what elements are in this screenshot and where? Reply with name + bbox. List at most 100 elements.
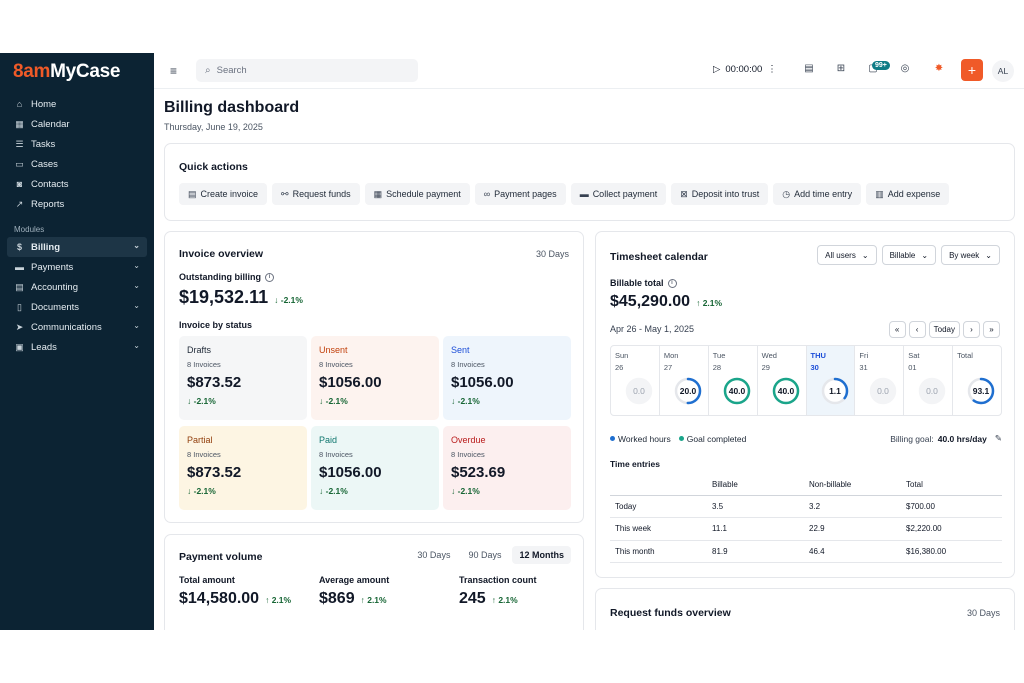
avatar[interactable]: AL [992,60,1014,82]
day-cell[interactable]: Total 93.1 [953,346,1001,415]
clipboard-icon[interactable]: ▤ [804,63,814,74]
today-button[interactable]: Today [928,321,960,338]
send-icon: ➤ [15,321,24,332]
more-vertical-icon[interactable]: ⋮ [767,64,777,75]
deposit-icon: ⊠ [680,188,688,199]
day-hours-value: 1.1 [829,386,841,396]
sidebar-item-leads[interactable]: ▣ Leads ⌄ [0,337,154,357]
first-page-icon[interactable]: « [888,321,906,338]
payment-pages-button[interactable]: ∞ Payment pages [474,183,566,205]
button-label: Deposit into trust [691,189,760,199]
add-button[interactable]: + [961,59,983,81]
day-cell[interactable]: Tue 28 40.0 [709,346,758,415]
status-tile-drafts[interactable]: Drafts 8 Invoices $873.52 ↓ -2.1% [179,336,307,420]
stat-transaction-count: Transaction count 245 ↑ 2.1% [459,575,599,608]
day-name: Tue [712,351,726,360]
tab-12-months[interactable]: 12 Months [512,546,571,564]
outstanding-delta-text: -2.1% [280,295,303,305]
chevron-down-icon[interactable]: ⌄ [133,341,140,350]
day-cell[interactable]: Sat 01 0.0 [904,346,954,415]
sidebar-item-label: Contacts [31,178,69,190]
apps-icon[interactable]: ⊞ [836,63,846,74]
status-tile-paid[interactable]: Paid 8 Invoices $1056.00 ↓ -2.1% [311,426,439,510]
day-cell[interactable]: Fri 31 0.0 [855,346,905,415]
arrow-down-icon: ↓ [319,396,326,406]
day-progress-ring: 1.1 [821,377,848,405]
sidebar-item-cases[interactable]: ▭ Cases [0,154,154,174]
create-invoice-button[interactable]: ▤ Create invoice [179,183,268,205]
timesheet-legend: Worked hours Goal completed Billing goal… [610,433,1002,444]
day-name: Sun [615,351,629,360]
tile-delta: ↓ -2.1% [451,396,563,406]
deposit-into-trust-button[interactable]: ⊠ Deposit into trust [671,183,769,205]
request-funds-button[interactable]: ⚯ Request funds [272,183,360,205]
sparkle-icon[interactable]: ✸ [934,63,944,74]
sidebar-item-tasks[interactable]: ☰ Tasks [0,134,154,154]
sidebar-item-communications[interactable]: ➤ Communications ⌄ [0,317,154,337]
chevron-down-icon[interactable]: ⌄ [133,301,140,310]
sidebar-item-label: Reports [31,198,65,210]
day-cell[interactable]: Mon 27 20.0 [660,346,709,415]
menu-icon[interactable]: ≡ [170,64,178,78]
day-date: 28 [712,363,722,372]
previous-icon[interactable]: ‹ [908,321,926,338]
play-icon[interactable]: ▷ [713,64,721,75]
logo-name: MyCase [50,61,121,82]
arrow-down-icon: ↓ [187,396,194,406]
chevron-down-icon[interactable]: ⌄ [133,261,140,270]
status-tile-sent[interactable]: Sent 8 Invoices $1056.00 ↓ -2.1% [443,336,571,420]
tab-30-days[interactable]: 30 Days [417,550,451,560]
add-time-entry-button[interactable]: ◷ Add time entry [773,183,862,205]
schedule-payment-button[interactable]: ▦ Schedule payment [364,183,470,205]
tab-90-days[interactable]: 90 Days [468,550,502,560]
request-funds-range[interactable]: 30 Days [966,608,1000,618]
chevron-down-icon[interactable]: ⌄ [133,281,140,290]
ring-progress [772,377,799,405]
sidebar-item-calendar[interactable]: ▦ Calendar [0,114,154,134]
day-cell[interactable]: THU 30 1.1 [806,346,856,415]
billable-dropdown[interactable]: Billable ⌄ [881,245,937,265]
status-tile-overdue[interactable]: Overdue 8 Invoices $523.69 ↓ -2.1% [443,426,571,510]
timer[interactable]: ▷ 00:00:00 ⋮ [713,64,777,75]
users-dropdown[interactable]: All users ⌄ [817,245,877,265]
edit-icon[interactable]: ✎ [994,433,1002,443]
sidebar-item-reports[interactable]: ↗ Reports [0,194,154,214]
day-date: 27 [663,363,673,372]
sidebar-item-documents[interactable]: ▯ Documents ⌄ [0,297,154,317]
sidebar-item-label: Calendar [31,118,70,130]
next-icon[interactable]: › [963,321,980,338]
payment-volume-title: Payment volume [179,551,263,563]
search-input[interactable] [216,65,397,76]
period-dropdown[interactable]: By week ⌄ [941,245,1000,265]
sidebar-item-home[interactable]: ⌂ Home [0,94,154,114]
invoice-range[interactable]: 30 Days [535,249,569,259]
search-box[interactable]: ⌕ [196,59,418,82]
billable-total-row: $45,290.00 ↑ 2.1% [610,293,722,311]
main-content: ≡ ⌕ ▷ 00:00:00 ⋮ ▤ ⊞ ▢ 99+ ◎ ✸ + AL Bill… [154,53,1024,630]
chevron-down-icon[interactable]: ⌄ [133,241,140,250]
table-row[interactable]: Today 3.5 3.2 $700.00 [610,495,1002,518]
table-row[interactable]: This month 81.9 46.4 $16,380.00 [610,540,1002,563]
invoice-status-grid: Drafts 8 Invoices $873.52 ↓ -2.1% Unsent… [179,336,571,510]
day-cell[interactable]: Wed 29 40.0 [758,346,807,415]
sidebar-item-payments[interactable]: ▬ Payments ⌄ [0,257,154,277]
logo[interactable]: 8amMyCase [13,61,120,83]
day-progress-ring: 0.0 [625,377,653,405]
last-page-icon[interactable]: » [983,321,1000,338]
info-icon[interactable]: i [265,272,274,282]
add-expense-button[interactable]: ▥ Add expense [866,183,950,205]
collect-payment-button[interactable]: ▬ Collect payment [570,183,667,205]
tile-name: Unsent [319,345,348,355]
day-cell[interactable]: Sun 26 0.0 [611,346,660,415]
status-tile-partial[interactable]: Partial 8 Invoices $873.52 ↓ -2.1% [179,426,307,510]
chevron-down-icon[interactable]: ⌄ [133,321,140,330]
page-title: Billing dashboard [164,99,300,116]
sidebar-item-contacts[interactable]: ◙ Contacts [0,174,154,194]
info-icon[interactable]: i [667,278,677,288]
table-row[interactable]: This week 11.1 22.9 $2,220.00 [610,517,1002,541]
sidebar-item-accounting[interactable]: ▤ Accounting ⌄ [0,277,154,297]
notification-badge[interactable]: 99+ [872,61,890,70]
sidebar-item-billing[interactable]: $ Billing ⌄ [7,237,147,257]
status-tile-unsent[interactable]: Unsent 8 Invoices $1056.00 ↓ -2.1% [311,336,439,420]
help-icon[interactable]: ◎ [900,63,910,74]
